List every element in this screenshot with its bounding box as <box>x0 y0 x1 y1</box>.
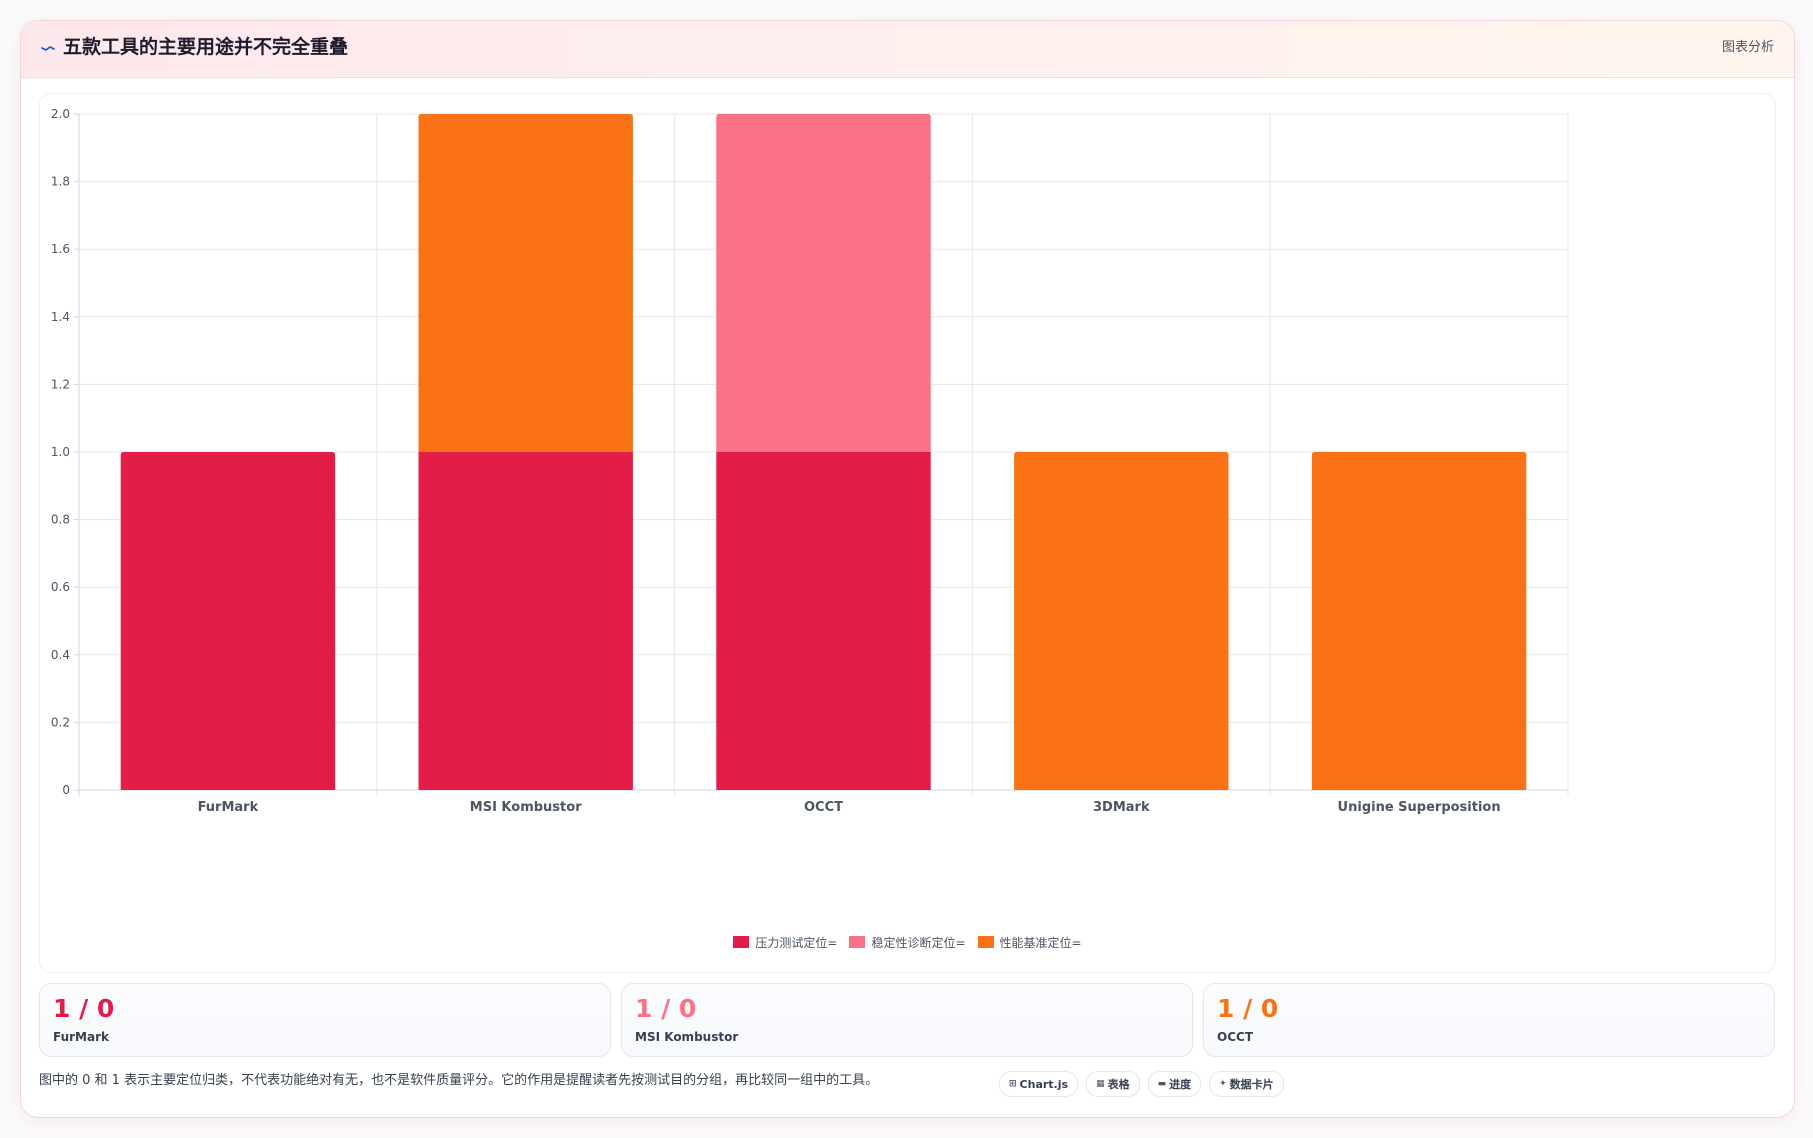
legend-swatch <box>977 936 994 948</box>
legend-item[interactable]: 压力测试定位= <box>733 934 837 951</box>
chip-label: 数据卡片 <box>1229 1078 1274 1091</box>
legend-swatch <box>849 936 866 948</box>
y-tick-label: 0.8 <box>51 513 70 527</box>
bar-segment <box>1311 452 1527 790</box>
stat-label: MSI Kombustor <box>635 1030 739 1044</box>
trend-line-icon <box>41 46 55 51</box>
stat-card-occt: 1 / 0 OCCT <box>1203 983 1775 1057</box>
y-tick-label: 1.0 <box>51 445 70 459</box>
progress-icon: ▬ <box>1157 1079 1167 1089</box>
bar-segment <box>418 114 633 452</box>
chart-analysis-label: 图表分析 <box>1721 40 1774 55</box>
stat-card-furmark: 1 / 0 FurMark <box>39 983 611 1057</box>
chart-footnote: 图中的 0 和 1 表示主要定位归类，不代表功能绝对有无，也不是软件质量评分。它… <box>39 1073 879 1088</box>
table-icon: ▦ <box>1096 1079 1105 1089</box>
chip-data-cards[interactable]: ✦ 数据卡片 <box>1209 1071 1284 1097</box>
stat-value: 1 / 0 <box>53 994 115 1023</box>
y-tick-label: 0.2 <box>51 715 70 729</box>
chip-label: 表格 <box>1107 1078 1130 1091</box>
legend-item[interactable]: 性能基准定位= <box>977 934 1082 951</box>
chart-area: 0 0.2 0.4 0.6 0.8 1.0 1.2 1.4 1.6 1.8 2.0 FurMark MS… <box>39 93 1776 973</box>
y-tick-label: 0.6 <box>51 580 70 594</box>
stat-card-msi-kombustor: 1 / 0 MSI Kombustor <box>621 983 1193 1057</box>
y-tick-label: 1.2 <box>51 377 70 391</box>
chart-legend: 压力测试定位= 稳定性诊断定位= 性能基准定位= <box>40 932 1775 952</box>
legend-label: 性能基准定位= <box>999 935 1082 950</box>
x-tick-label: OCCT <box>804 800 843 815</box>
bar-segment <box>120 452 336 790</box>
y-tick-label: 0 <box>62 783 70 797</box>
page-title: 五款工具的主要用途并不完全重叠 <box>63 36 349 58</box>
stat-label: OCCT <box>1217 1030 1253 1044</box>
x-tick-label: MSI Kombustor <box>470 800 582 815</box>
chart-icon: ⊞ <box>1009 1079 1017 1089</box>
y-tick-label: 1.4 <box>51 310 70 324</box>
bar-segment <box>1014 452 1229 790</box>
chip-label: 进度 <box>1169 1078 1192 1091</box>
view-chips: ⊞ Chart.js ▦ 表格 ▬ 进度 ✦ 数据卡片 <box>999 1071 1284 1097</box>
stat-value: 1 / 0 <box>635 994 697 1023</box>
chip-progress[interactable]: ▬ 进度 <box>1147 1071 1202 1097</box>
legend-label: 稳定性诊断定位= <box>871 935 966 950</box>
stat-value: 1 / 0 <box>1217 994 1279 1023</box>
bar-segment <box>716 452 931 790</box>
legend-swatch <box>733 936 750 948</box>
x-tick-label: 3DMark <box>1093 800 1150 815</box>
card-header: 五款工具的主要用途并不完全重叠 图表分析 <box>21 21 1794 78</box>
stat-label: FurMark <box>53 1030 109 1044</box>
chip-table[interactable]: ▦ 表格 <box>1086 1071 1140 1097</box>
x-tick-label: Unigine Superposition <box>1338 800 1501 815</box>
x-tick-label: FurMark <box>198 800 259 815</box>
chip-label: Chart.js <box>1019 1077 1069 1091</box>
y-tick-label: 1.8 <box>51 175 70 189</box>
legend-label: 压力测试定位= <box>755 935 838 950</box>
stacked-bar-chart: 0 0.2 0.4 0.6 0.8 1.0 1.2 1.4 1.6 1.8 2.0 FurMark MS… <box>51 107 1569 815</box>
legend-item[interactable]: 稳定性诊断定位= <box>849 934 966 951</box>
y-tick-label: 0.4 <box>51 648 70 662</box>
sparkle-icon: ✦ <box>1219 1079 1227 1089</box>
chart-card: 五款工具的主要用途并不完全重叠 图表分析 0 0.2 0.4 0.6 0.8 1.0 1.2… <box>20 20 1795 1118</box>
bar-segment <box>716 114 931 452</box>
y-tick-label: 2.0 <box>51 107 70 121</box>
chip-chartjs[interactable]: ⊞ Chart.js <box>999 1071 1079 1097</box>
bar-segment <box>418 452 633 790</box>
y-tick-label: 1.6 <box>51 242 70 256</box>
